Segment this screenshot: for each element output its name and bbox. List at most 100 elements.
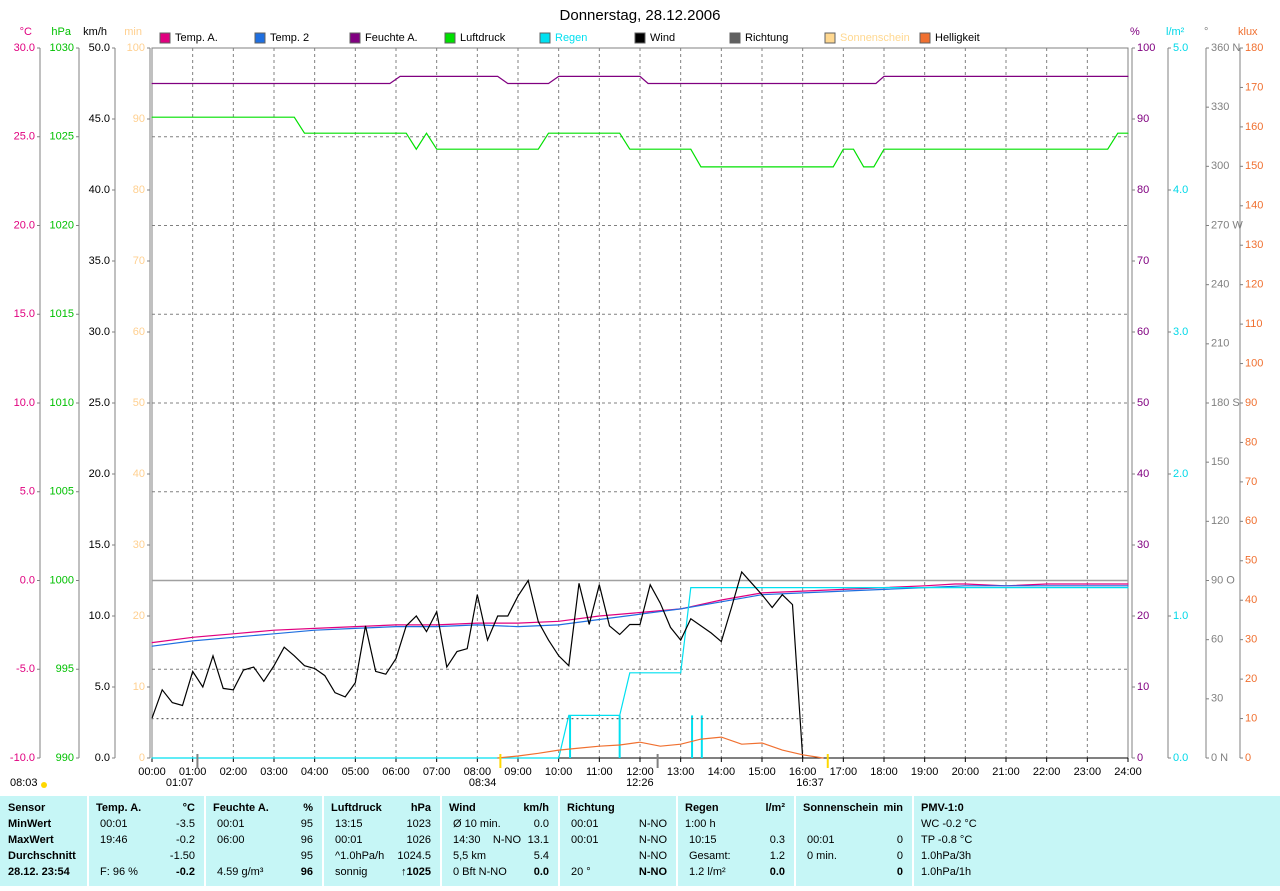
series-line bbox=[151, 570, 804, 759]
legend-label: Wind bbox=[650, 32, 675, 44]
x-tick-label: 21:00 bbox=[992, 766, 1020, 778]
legend-label: Regen bbox=[555, 32, 587, 44]
y-tick-label: 100 bbox=[1245, 357, 1263, 369]
series-line bbox=[151, 116, 1129, 168]
table-cell: Gesamt: bbox=[689, 850, 731, 862]
table-cell: Durchschnitt bbox=[8, 850, 76, 862]
y-tick-label: 70 bbox=[133, 255, 145, 267]
table-cell: min bbox=[883, 802, 903, 814]
table-cell: 5.4 bbox=[534, 850, 549, 862]
annotation: 08:34 bbox=[469, 777, 497, 789]
y-tick-label: 90 bbox=[1245, 397, 1257, 409]
y-tick-label: 180 bbox=[1245, 42, 1263, 54]
y-tick-label: 995 bbox=[56, 663, 74, 675]
table-cell: 00:01 bbox=[217, 818, 245, 830]
y-tick-label: 45.0 bbox=[89, 113, 110, 125]
table-cell: Wind bbox=[449, 802, 476, 814]
y-tick-label: 360 N bbox=[1211, 42, 1240, 54]
series-line bbox=[497, 736, 824, 759]
y-tick-label: 20 bbox=[1245, 673, 1257, 685]
axis-unit: min bbox=[124, 26, 142, 38]
y-tick-label: -5.0 bbox=[16, 663, 35, 675]
table-cell: Luftdruck bbox=[331, 802, 383, 814]
y-tick-label: 0.0 bbox=[1173, 752, 1188, 764]
x-tick-label: 24:00 bbox=[1114, 766, 1142, 778]
legend-swatch bbox=[919, 32, 931, 44]
table-cell: N-NO bbox=[639, 818, 668, 830]
table-cell: 5,5 km bbox=[453, 850, 486, 862]
legend-swatch bbox=[254, 32, 266, 44]
table-cell: hPa bbox=[411, 802, 432, 814]
series-line bbox=[151, 583, 1129, 644]
x-tick-label: 18:00 bbox=[870, 766, 898, 778]
y-tick-label: 70 bbox=[1137, 255, 1149, 267]
table-cell: Ø 10 min. bbox=[453, 818, 501, 830]
y-tick-label: 240 bbox=[1211, 279, 1229, 291]
axis-unit: l/m² bbox=[1166, 26, 1185, 38]
table-cell: N-NO bbox=[639, 834, 668, 846]
table-cell: l/m² bbox=[765, 802, 785, 814]
y-tick-label: 0 N bbox=[1211, 752, 1228, 764]
y-tick-label: 40 bbox=[133, 468, 145, 480]
table-cell: 00:01 bbox=[100, 818, 128, 830]
x-tick-label: 15:00 bbox=[748, 766, 776, 778]
x-tick-label: 17:00 bbox=[830, 766, 858, 778]
table-cell: 1.2 bbox=[770, 850, 785, 862]
y-tick-label: 50 bbox=[133, 397, 145, 409]
y-tick-label: 5.0 bbox=[1173, 42, 1188, 54]
y-tick-label: 1005 bbox=[50, 486, 74, 498]
y-tick-label: 150 bbox=[1245, 160, 1263, 172]
x-tick-label: 00:00 bbox=[138, 766, 166, 778]
table-cell: 14:30 bbox=[453, 834, 481, 846]
x-tick-label: 23:00 bbox=[1074, 766, 1102, 778]
y-tick-label: 70 bbox=[1245, 476, 1257, 488]
legend-label: Luftdruck bbox=[460, 32, 506, 44]
y-tick-label: 120 bbox=[1211, 515, 1229, 527]
table-cell: 00:01 bbox=[807, 834, 835, 846]
axis-unit: hPa bbox=[51, 26, 71, 38]
y-tick-label: 90 bbox=[133, 113, 145, 125]
legend-swatch bbox=[824, 32, 836, 44]
table-cell: 0 bbox=[897, 850, 903, 862]
y-tick-label: 25.0 bbox=[14, 131, 35, 143]
chart-title: Donnerstag, 28.12.2006 bbox=[560, 7, 721, 24]
y-tick-label: 60 bbox=[1137, 326, 1149, 338]
y-tick-label: 4.0 bbox=[1173, 184, 1188, 196]
legend-swatch bbox=[349, 32, 361, 44]
series-line bbox=[151, 587, 1129, 759]
y-tick-label: 80 bbox=[1245, 436, 1257, 448]
table-cell: Feuchte A. bbox=[213, 802, 269, 814]
table-cell: sonnig bbox=[335, 866, 367, 878]
table-cell: 0 bbox=[897, 834, 903, 846]
table-cell: 1026 bbox=[407, 834, 431, 846]
y-tick-label: 15.0 bbox=[89, 539, 110, 551]
y-tick-label: 3.0 bbox=[1173, 326, 1188, 338]
legend-swatch bbox=[159, 32, 171, 44]
table-cell: 10:15 bbox=[689, 834, 717, 846]
table-cell: -0.2 bbox=[176, 866, 195, 878]
table-cell: 06:00 bbox=[217, 834, 245, 846]
legend-label: Temp. 2 bbox=[270, 32, 309, 44]
series-line bbox=[151, 585, 1129, 647]
y-tick-label: 300 bbox=[1211, 160, 1229, 172]
axis-unit: km/h bbox=[83, 26, 107, 38]
legend-swatch bbox=[444, 32, 456, 44]
table-cell: PMV-1:0 bbox=[921, 802, 964, 814]
table-cell: N-NO bbox=[639, 866, 668, 878]
table-cell: 13:15 bbox=[335, 818, 363, 830]
table-cell: 4.59 g/m³ bbox=[217, 866, 264, 878]
y-tick-label: 130 bbox=[1245, 239, 1263, 251]
y-tick-label: 30 bbox=[1137, 539, 1149, 551]
y-tick-label: 150 bbox=[1211, 456, 1229, 468]
table-cell: F: 96 % bbox=[100, 866, 138, 878]
y-tick-label: 160 bbox=[1245, 121, 1263, 133]
y-tick-label: 270 W bbox=[1211, 219, 1243, 231]
y-tick-label: 30.0 bbox=[14, 42, 35, 54]
table-cell: 00:01 bbox=[335, 834, 363, 846]
y-tick-label: 990 bbox=[56, 752, 74, 764]
legend-label: Feuchte A. bbox=[365, 32, 418, 44]
axis-unit: klux bbox=[1238, 26, 1258, 38]
y-tick-label: 1015 bbox=[50, 308, 74, 320]
